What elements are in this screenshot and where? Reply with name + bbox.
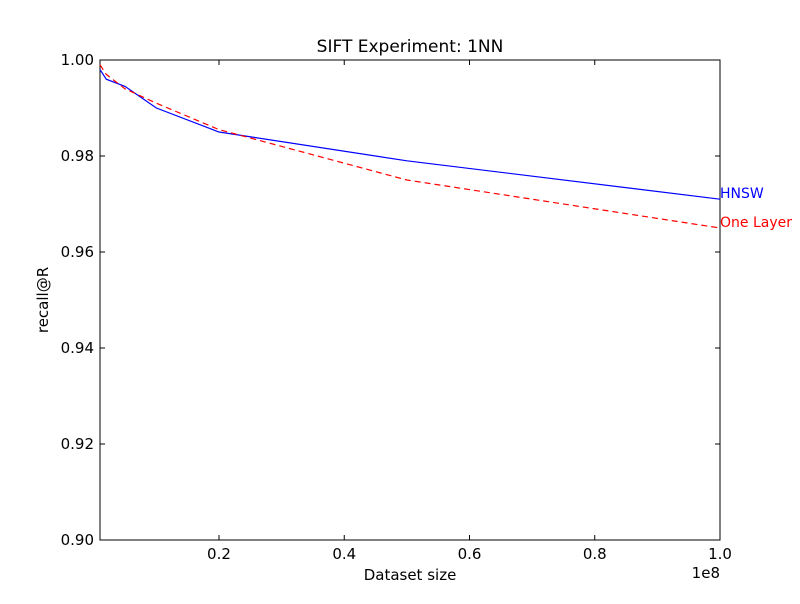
y-axis-label: recall@R xyxy=(34,267,52,333)
x-tick-label: 0.6 xyxy=(458,545,482,563)
series-label-hnsw: HNSW xyxy=(720,186,764,202)
y-tick-label: 0.92 xyxy=(61,435,94,453)
series-label-one-layer: One Layer xyxy=(720,215,792,231)
x-axis-offset-label: 1e8 xyxy=(692,564,720,582)
series-labels: HNSW One Layer xyxy=(720,186,792,231)
y-tick-label: 1.00 xyxy=(61,51,94,69)
y-ticks: 0.90 0.92 0.94 0.96 0.98 1.00 xyxy=(61,51,720,549)
series-line-hnsw xyxy=(99,69,721,200)
y-tick-label: 0.90 xyxy=(61,531,94,549)
x-axis-label: Dataset size xyxy=(364,566,457,584)
series-lines xyxy=(99,64,721,229)
x-tick-label: 0.8 xyxy=(583,545,607,563)
chart-title: SIFT Experiment: 1NN xyxy=(317,37,504,57)
x-tick-label: 0.4 xyxy=(332,545,356,563)
y-tick-label: 0.96 xyxy=(61,243,94,261)
y-tick-label: 0.98 xyxy=(61,147,94,165)
y-tick-label: 0.94 xyxy=(61,339,94,357)
x-tick-label: 0.2 xyxy=(207,545,231,563)
plot-area xyxy=(99,59,721,541)
x-tick-label: 1.0 xyxy=(708,545,732,563)
x-ticks: 0.2 0.4 0.6 0.8 1.0 xyxy=(207,60,732,563)
series-line-one-layer xyxy=(99,64,721,229)
